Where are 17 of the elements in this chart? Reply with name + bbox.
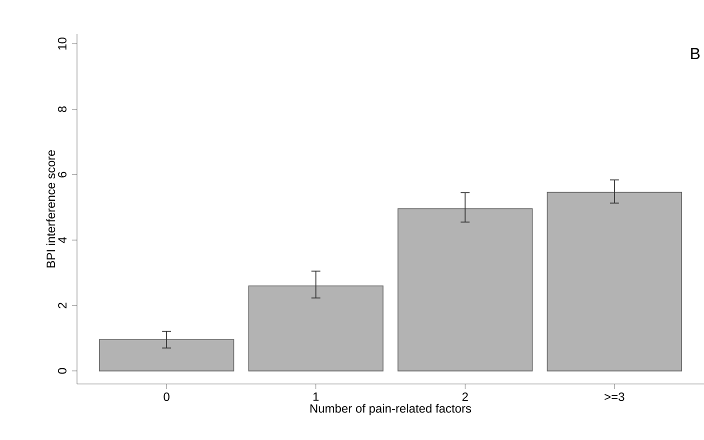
bar <box>248 285 384 372</box>
y-tick-label: 0 <box>58 368 66 374</box>
y-tick-label: 8 <box>58 106 66 112</box>
x-tick-label: 2 <box>462 392 468 401</box>
y-tick-label: 2 <box>58 302 66 308</box>
bar <box>98 339 234 372</box>
x-tick-label: 0 <box>164 392 170 402</box>
y-tick-label: 6 <box>58 172 66 178</box>
x-tick-label: >=3 <box>604 392 624 402</box>
y-axis-title: BPI interference score <box>46 150 56 268</box>
y-tick-label: 4 <box>58 237 66 244</box>
bar <box>398 208 533 372</box>
annotation: B <box>691 48 700 60</box>
x-tick-label: 1 <box>313 392 319 401</box>
x-axis-title: Number of pain-related factors <box>310 404 472 416</box>
bar <box>546 192 682 372</box>
y-tick-label: 10 <box>58 38 66 50</box>
